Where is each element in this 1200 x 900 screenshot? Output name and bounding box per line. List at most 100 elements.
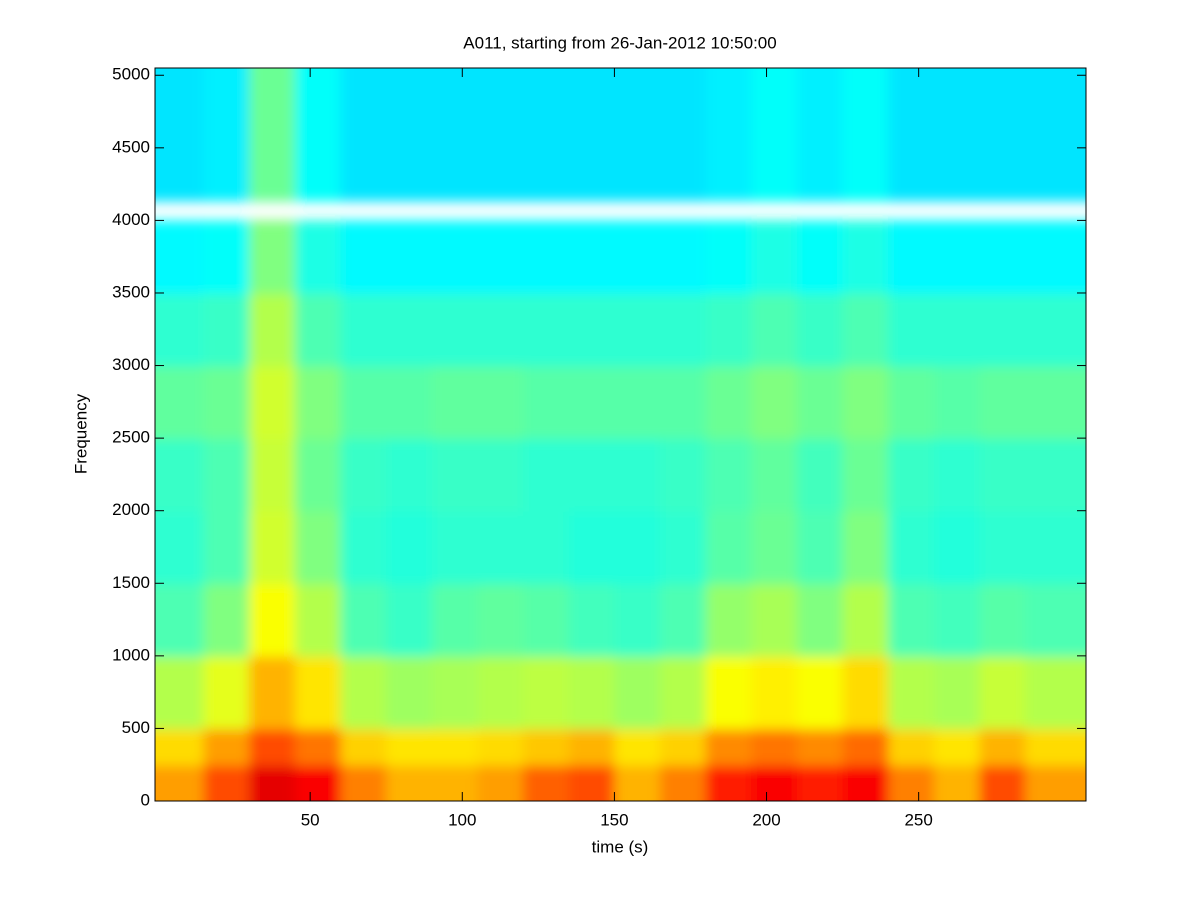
x-tick-label: 200 — [752, 810, 780, 829]
spectrogram-cell — [340, 728, 388, 766]
spectrogram-cell — [751, 220, 798, 294]
spectrogram-cell — [660, 220, 707, 294]
spectrogram-cell — [705, 510, 753, 585]
spectrogram-cell — [431, 583, 479, 657]
x-axis-label: time (s) — [592, 837, 649, 856]
spectrogram-cell — [751, 510, 798, 585]
spectrogram-cell — [568, 728, 616, 766]
x-tick-label: 250 — [904, 810, 932, 829]
x-tick-label: 150 — [600, 810, 628, 829]
spectrogram-cell — [477, 655, 525, 730]
spectrogram-cell — [842, 365, 890, 440]
spectrogram-cell — [294, 764, 342, 801]
spectrogram-cell — [386, 764, 433, 801]
spectrogram-cell — [340, 365, 388, 440]
spectrogram-cell — [294, 220, 342, 294]
spectrogram-image — [155, 68, 1086, 801]
spectrogram-cell — [888, 764, 935, 801]
spectrogram-cell — [614, 365, 662, 440]
spectrogram-cell — [796, 655, 844, 730]
spectrogram-cell — [294, 510, 342, 585]
spectrogram-cell — [751, 438, 798, 512]
y-tick-label: 3500 — [112, 282, 150, 301]
spectrogram-cell — [431, 764, 479, 801]
spectrogram-cell — [1025, 510, 1086, 585]
spectrogram-cell — [796, 764, 844, 801]
spectrogram-cell — [523, 728, 570, 766]
spectrogram-cell — [614, 68, 662, 202]
spectrogram-cell — [340, 583, 388, 657]
spectrogram-cell — [386, 655, 433, 730]
spectrogram-cell — [796, 68, 844, 202]
spectrogram-cell — [155, 292, 205, 367]
y-tick-label: 4500 — [112, 137, 150, 156]
spectrogram-cell — [249, 438, 296, 512]
spectrogram-cell — [614, 764, 662, 801]
spectrogram-cell — [249, 510, 296, 585]
spectrogram-cell — [1025, 220, 1086, 294]
spectrogram-cell — [751, 583, 798, 657]
spectrogram-cell — [705, 68, 753, 202]
spectrogram-cell — [523, 365, 570, 440]
spectrogram-cell — [155, 68, 205, 202]
spectrogram-cell — [979, 728, 1027, 766]
spectrogram-cell — [431, 365, 479, 440]
spectrogram-cell — [796, 365, 844, 440]
spectrogram-cell — [340, 292, 388, 367]
y-tick-label: 5000 — [112, 65, 150, 84]
spectrogram-cell — [842, 68, 890, 202]
spectrogram-cell — [477, 68, 525, 202]
spectrogram-cell — [888, 510, 935, 585]
spectrogram-cell — [523, 68, 570, 202]
y-tick-label: 4000 — [112, 210, 150, 229]
spectrogram-cell — [614, 583, 662, 657]
spectrogram-cell — [523, 655, 570, 730]
spectrogram-cell — [523, 220, 570, 294]
spectrogram-cell — [796, 728, 844, 766]
spectrogram-cell — [386, 438, 433, 512]
spectrogram-cell — [979, 655, 1027, 730]
chart-title: A011, starting from 26-Jan-2012 10:50:00 — [463, 33, 776, 52]
spectrogram-cell — [751, 764, 798, 801]
y-tick-label: 2500 — [112, 428, 150, 447]
spectrogram-cell — [979, 764, 1027, 801]
spectrogram-cell — [155, 764, 205, 801]
spectrogram-cell — [155, 510, 205, 585]
spectrogram-cell — [751, 728, 798, 766]
spectrogram-cell — [796, 438, 844, 512]
spectrogram-cell — [431, 728, 479, 766]
spectrogram-cell — [842, 510, 890, 585]
spectrogram-cell — [340, 655, 388, 730]
spectrogram-cell — [888, 728, 935, 766]
spectrogram-cell — [294, 655, 342, 730]
spectrogram-cell — [431, 68, 479, 202]
spectrogram-cell — [933, 438, 981, 512]
spectrogram-cell — [294, 438, 342, 512]
spectrogram-cell — [842, 583, 890, 657]
y-tick-label: 500 — [122, 718, 150, 737]
spectrogram-cell — [705, 728, 753, 766]
spectrogram-cell — [1025, 365, 1086, 440]
spectrogram-cell — [386, 583, 433, 657]
spectrogram-cell — [294, 583, 342, 657]
spectrogram-cell — [1025, 438, 1086, 512]
spectrogram-cell — [294, 68, 342, 202]
spectrogram-cell — [249, 764, 296, 801]
spectrogram-cell — [705, 220, 753, 294]
spectrogram-cell — [933, 764, 981, 801]
spectrogram-cell — [933, 68, 981, 202]
y-tick-label: 2000 — [112, 500, 150, 519]
spectrogram-cell — [568, 510, 616, 585]
spectrogram-cell — [203, 655, 251, 730]
spectrogram-cell — [523, 510, 570, 585]
spectrogram-cell — [1025, 583, 1086, 657]
spectrogram-cell — [155, 220, 205, 294]
spectrogram-cell — [796, 292, 844, 367]
spectrogram-cell — [203, 583, 251, 657]
x-tick-label: 50 — [301, 810, 320, 829]
spectrogram-cell — [249, 292, 296, 367]
spectrogram-cell — [477, 365, 525, 440]
spectrogram-cell — [979, 220, 1027, 294]
spectrogram-cell — [933, 728, 981, 766]
spectrogram-cell — [203, 292, 251, 367]
